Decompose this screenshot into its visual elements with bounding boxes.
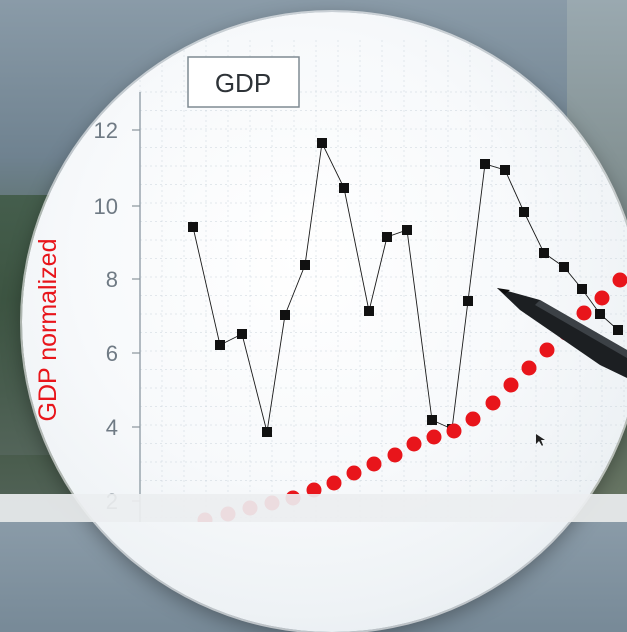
red-series-point bbox=[466, 412, 481, 427]
black-series-point bbox=[317, 138, 327, 148]
red-series-point bbox=[486, 396, 501, 411]
black-series-point bbox=[427, 415, 437, 425]
chart-grid bbox=[140, 40, 627, 522]
red-series-point bbox=[367, 457, 382, 472]
black-series-point bbox=[339, 183, 349, 193]
screen-chart: 12108642 GDP normalized GDP bbox=[0, 0, 627, 522]
red-series-point bbox=[595, 291, 610, 306]
y-tick-labels: 12108642 bbox=[94, 118, 140, 514]
black-series-point bbox=[480, 159, 490, 169]
y-tick-label: 6 bbox=[106, 341, 118, 366]
red-series-point bbox=[447, 424, 462, 439]
legend-label: GDP bbox=[215, 68, 271, 98]
red-series-point bbox=[522, 361, 537, 376]
black-series bbox=[188, 138, 623, 437]
black-series-point bbox=[280, 310, 290, 320]
red-series-point bbox=[540, 343, 555, 358]
y-tick-label: 4 bbox=[106, 415, 118, 440]
red-series-point bbox=[327, 476, 342, 491]
black-series-point bbox=[519, 207, 529, 217]
y-tick-label: 8 bbox=[106, 267, 118, 292]
black-series-point bbox=[463, 296, 473, 306]
black-series-point bbox=[364, 306, 374, 316]
black-series-line bbox=[193, 143, 618, 432]
y-axis-label: GDP normalized bbox=[34, 239, 62, 422]
black-series-point bbox=[500, 165, 510, 175]
photo-scene: 12108642 GDP normalized GDP bbox=[0, 0, 627, 522]
black-series-point bbox=[215, 340, 225, 350]
red-series-point bbox=[613, 273, 627, 288]
red-series-point bbox=[504, 378, 519, 393]
black-series-point bbox=[402, 225, 412, 235]
black-series-point bbox=[262, 427, 272, 437]
black-series-point bbox=[382, 232, 392, 242]
black-series-point bbox=[613, 325, 623, 335]
mouse-cursor bbox=[536, 434, 545, 446]
y-tick-label: 10 bbox=[94, 194, 118, 219]
bottom-overlay-bar bbox=[0, 494, 627, 522]
red-series bbox=[198, 273, 627, 523]
black-series-point bbox=[577, 284, 587, 294]
red-series-point bbox=[388, 448, 403, 463]
black-series-point bbox=[300, 260, 310, 270]
y-tick-label: 12 bbox=[94, 118, 118, 143]
black-series-point bbox=[539, 248, 549, 258]
black-series-point bbox=[595, 309, 605, 319]
red-series-point bbox=[407, 437, 422, 452]
red-series-point bbox=[347, 466, 362, 481]
red-series-point bbox=[427, 430, 442, 445]
black-series-point bbox=[237, 329, 247, 339]
black-series-point bbox=[188, 222, 198, 232]
black-series-point bbox=[559, 262, 569, 272]
red-series-point bbox=[577, 306, 592, 321]
